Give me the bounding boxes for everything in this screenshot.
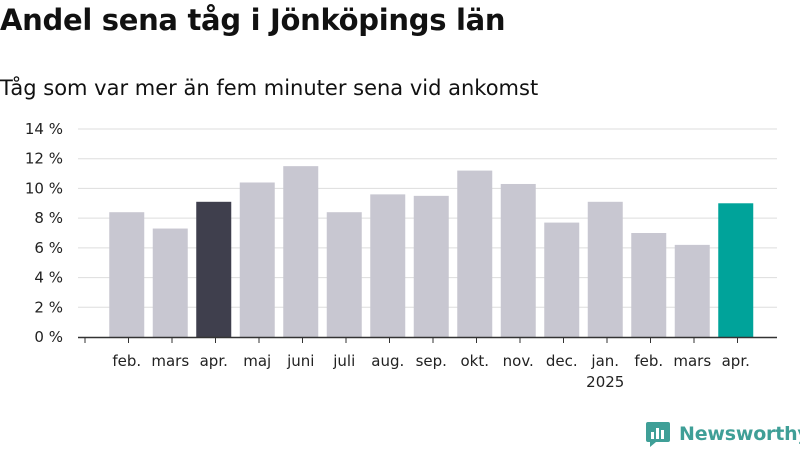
x-tick-label: mars: [151, 352, 189, 370]
x-tick-label: jan.: [590, 352, 619, 370]
x-tick-label: nov.: [503, 352, 534, 370]
x-tick-label: aug.: [371, 352, 404, 370]
bar: [544, 222, 580, 337]
y-tick-label: 12 %: [25, 150, 63, 168]
y-tick-label: 14 %: [25, 120, 63, 138]
x-tick-label: okt.: [460, 352, 489, 370]
x-year-label: 2025: [586, 373, 624, 391]
bar: [326, 212, 362, 337]
bar: [152, 228, 188, 337]
bar: [587, 201, 623, 337]
y-tick-label: 2 %: [34, 298, 63, 316]
bar: [283, 166, 319, 337]
y-tick-label: 4 %: [34, 269, 63, 287]
bar: [370, 194, 406, 337]
page-subtitle: Tåg som var mer än fem minuter sena vid …: [0, 76, 539, 100]
brand-logo: Newsworthy: [645, 420, 800, 448]
x-tick-label: sep.: [416, 352, 447, 370]
bar: [196, 201, 232, 337]
x-tick-label: juni: [286, 352, 314, 370]
y-tick-label: 6 %: [34, 239, 63, 257]
x-tick-label: feb.: [634, 352, 663, 370]
y-tick-label: 10 %: [25, 179, 63, 197]
y-tick-label: 0 %: [34, 328, 63, 346]
x-tick-label: apr.: [200, 352, 228, 370]
bar: [674, 244, 710, 337]
bar: [239, 182, 275, 337]
page-title: Andel sena tåg i Jönköpings län: [0, 3, 506, 37]
x-tick-label: feb.: [112, 352, 141, 370]
bar: [109, 212, 145, 337]
y-tick-label: 8 %: [34, 209, 63, 227]
x-tick-label: maj: [243, 352, 271, 370]
bar: [718, 203, 754, 337]
bar: [500, 183, 536, 337]
x-tick-label: juli: [332, 352, 355, 370]
newsworthy-logo-icon: [646, 422, 670, 447]
x-tick-label: dec.: [546, 352, 578, 370]
x-tick-label: mars: [673, 352, 711, 370]
brand-name: Newsworthy: [679, 423, 800, 445]
bar: [413, 195, 449, 337]
bar: [457, 170, 493, 337]
bar: [631, 233, 667, 337]
x-tick-label: apr.: [722, 352, 750, 370]
